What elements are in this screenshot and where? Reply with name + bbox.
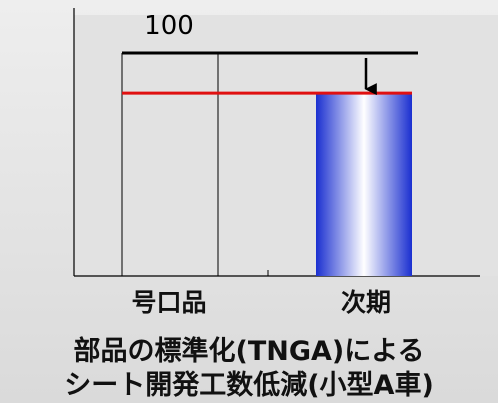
plot-panel bbox=[74, 15, 498, 276]
reference-label-100: 100 bbox=[144, 11, 194, 41]
bar-next-period bbox=[316, 93, 412, 276]
category-label-next: 次期 bbox=[341, 288, 391, 317]
chart-caption-line2: シート開発工数低減(小型A車) bbox=[64, 370, 434, 401]
chart-caption-line1: 部品の標準化(TNGA)による bbox=[73, 336, 425, 367]
category-label-current: 号口品 bbox=[131, 288, 206, 317]
